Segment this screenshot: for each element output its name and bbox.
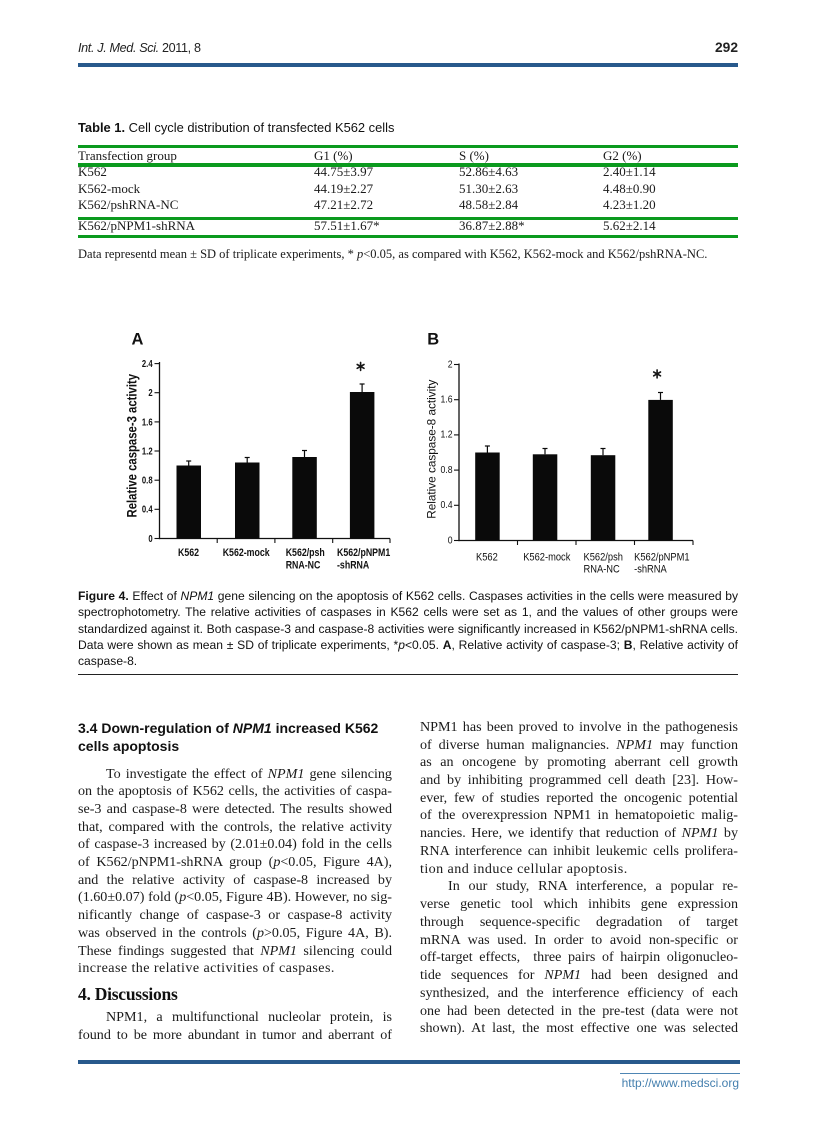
svg-text:RNA-NC: RNA-NC [286, 560, 321, 572]
svg-text:K562/psh: K562/psh [584, 552, 623, 564]
svg-text:0.8: 0.8 [142, 475, 153, 486]
svg-text:K562: K562 [476, 552, 498, 564]
svg-text:Relative caspase-3 activity: Relative caspase-3 activity [123, 374, 139, 517]
svg-text:1.2: 1.2 [142, 445, 153, 456]
svg-text:K562/pNPM1: K562/pNPM1 [634, 552, 690, 564]
svg-text:K562/pNPM1: K562/pNPM1 [337, 547, 391, 559]
svg-text:0: 0 [448, 535, 453, 546]
svg-text:2.4: 2.4 [142, 358, 153, 369]
svg-text:B: B [427, 331, 439, 349]
svg-text:K562: K562 [178, 547, 199, 559]
svg-text:0.4: 0.4 [142, 504, 153, 515]
svg-text:K562/psh: K562/psh [286, 547, 325, 559]
svg-text:-shRNA: -shRNA [634, 564, 667, 576]
svg-text:2: 2 [148, 387, 152, 398]
svg-text:2: 2 [448, 359, 453, 370]
svg-text:-shRNA: -shRNA [337, 560, 369, 572]
svg-text:0: 0 [148, 533, 152, 544]
svg-text:0.4: 0.4 [441, 500, 453, 511]
svg-text:0.8: 0.8 [441, 464, 453, 475]
svg-text:1.6: 1.6 [142, 416, 153, 427]
svg-text:1.2: 1.2 [441, 429, 453, 440]
svg-text:1.6: 1.6 [441, 394, 453, 405]
svg-text:A: A [132, 330, 144, 348]
svg-text:Relative caspase-8 activity: Relative caspase-8 activity [424, 380, 438, 519]
svg-text:K562-mock: K562-mock [523, 552, 571, 564]
svg-text:RNA-NC: RNA-NC [584, 564, 620, 576]
svg-text:K562-mock: K562-mock [223, 547, 270, 559]
